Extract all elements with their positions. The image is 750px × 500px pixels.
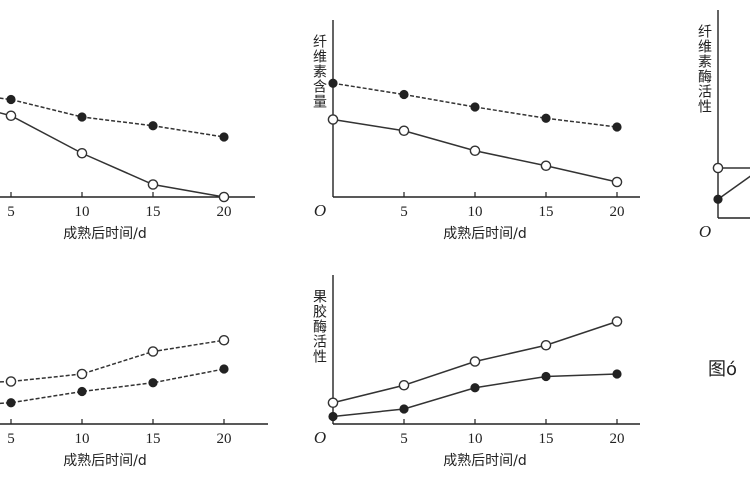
x-tick-label: 15 <box>539 204 554 220</box>
filled-point <box>148 378 158 388</box>
open-point <box>398 125 410 137</box>
open-point <box>469 356 481 367</box>
x-tick-label: 10 <box>75 204 90 220</box>
series-line-1 <box>332 373 618 418</box>
chart-top-left: 5 10 15 20 成熟后时间/d <box>0 94 255 242</box>
series-line-1 <box>0 368 225 405</box>
filled-point <box>470 383 480 393</box>
x-axis-label: 成熟后时间/d <box>63 453 147 469</box>
x-tick-label: 15 <box>146 204 161 220</box>
x-tick-label: 10 <box>468 204 483 220</box>
x-tick-label: 10 <box>75 431 90 447</box>
chart-bottom-left: 5 10 15 20 成熟后时间/d <box>0 334 268 469</box>
filled-point <box>328 78 338 88</box>
x-tick-label: 20 <box>610 431 625 447</box>
open-point <box>712 162 724 174</box>
y-axis-label: 纤维素含量 <box>311 34 327 109</box>
x-tick-label: 5 <box>400 431 408 447</box>
x-tick-label: 10 <box>468 431 483 447</box>
filled-point <box>612 122 622 132</box>
filled-point <box>77 386 87 397</box>
open-point <box>218 334 230 346</box>
series-line-0 <box>0 339 225 383</box>
open-point <box>76 147 88 159</box>
y-axis-label: 果胶酶活性 <box>311 289 327 364</box>
filled-point <box>6 398 16 408</box>
open-point <box>147 346 159 357</box>
filled-point <box>713 194 723 204</box>
open-point <box>5 376 17 387</box>
origin-label: O <box>699 222 711 241</box>
filled-point <box>399 89 409 100</box>
filled-point <box>399 404 409 414</box>
open-point <box>469 145 481 157</box>
x-axis-label: 成熟后时间/d <box>443 226 527 242</box>
open-point <box>611 316 623 327</box>
x-tick-label: 20 <box>217 204 232 220</box>
open-point <box>218 191 230 203</box>
x-tick-label: 5 <box>7 431 15 447</box>
x-tick-label: 20 <box>217 431 232 447</box>
filled-point <box>6 94 16 105</box>
filled-point <box>77 112 87 122</box>
y-axis-label: 纤维素酶活性 <box>696 24 712 114</box>
chart-top-middle: 5 10 15 20 O 成熟后时间/d 纤维素含量 <box>311 20 640 242</box>
x-tick-label: 5 <box>400 204 408 220</box>
filled-point <box>219 132 229 142</box>
series-line-1 <box>0 112 225 198</box>
figure-caption: 图ó <box>708 359 737 380</box>
filled-point <box>148 121 158 131</box>
x-axis-label: 成熟后时间/d <box>443 453 527 469</box>
open-point <box>327 114 339 125</box>
open-point <box>540 339 552 351</box>
open-point <box>76 368 88 380</box>
open-point <box>327 397 339 409</box>
filled-point <box>219 364 229 374</box>
series-line-0 <box>0 97 225 138</box>
filled-point <box>470 102 480 112</box>
origin-label: O <box>314 428 326 447</box>
chart-top-right: O 纤维素酶活性 <box>696 10 750 241</box>
filled-point <box>612 369 622 379</box>
filled-point <box>541 113 551 123</box>
filled-point <box>328 411 338 422</box>
chart-bottom-middle: 5 10 15 20 O 成熟后时间/d 果胶酶活性 <box>311 275 640 469</box>
open-point <box>147 179 159 190</box>
x-axis-label: 成熟后时间/d <box>63 226 147 242</box>
series-line-1 <box>717 175 750 200</box>
x-tick-label: 15 <box>539 431 554 447</box>
open-point <box>398 379 410 391</box>
open-point <box>5 110 17 122</box>
open-point <box>611 176 623 188</box>
filled-point <box>541 371 551 382</box>
x-tick-label: 20 <box>610 204 625 220</box>
open-point <box>540 160 552 172</box>
origin-label: O <box>314 201 326 220</box>
x-tick-label: 15 <box>146 431 161 447</box>
x-tick-label: 5 <box>7 204 15 220</box>
